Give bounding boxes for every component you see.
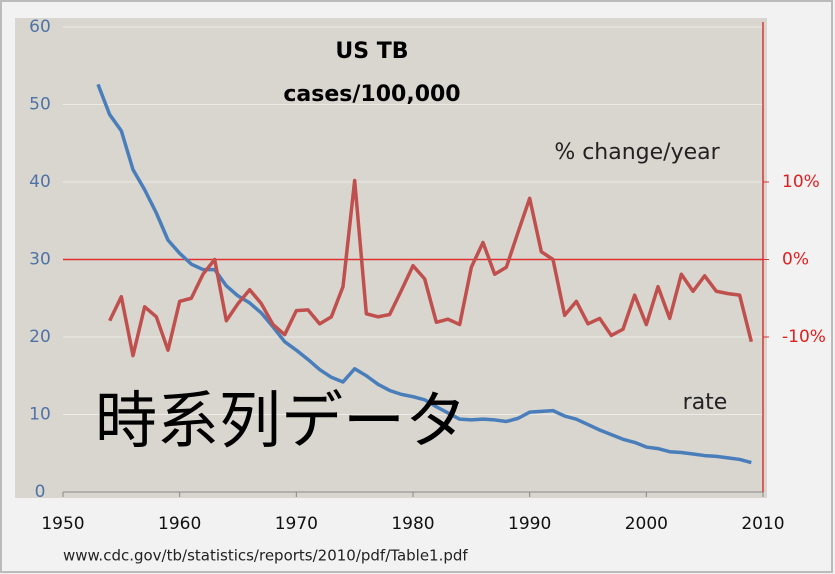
chart-title: US TB <box>335 39 408 64</box>
y-tick-label: 60 <box>29 17 51 37</box>
series-label: rate <box>683 390 728 415</box>
y-tick-label: 30 <box>29 250 51 270</box>
x-tick-label: 1990 <box>508 514 551 534</box>
plot-background <box>15 18 767 498</box>
y-tick-label: 40 <box>29 172 51 192</box>
x-tick-label: 1960 <box>158 514 201 534</box>
x-tick-label: 2000 <box>625 514 668 534</box>
x-tick-label: 1950 <box>41 514 84 534</box>
chart-subtitle: cases/100,000 <box>283 82 460 107</box>
series-label: % change/year <box>554 140 720 165</box>
source: www.cdc.gov/tb/statistics/reports/2010/p… <box>63 547 468 565</box>
y2-tick-label: 10% <box>782 172 820 192</box>
y-tick-label: 20 <box>29 327 51 347</box>
overlay-text: 時系列データ <box>95 384 467 457</box>
x-tick-label: 1970 <box>275 514 318 534</box>
x-tick-label: 2010 <box>741 514 784 534</box>
y-tick-label: 10 <box>29 405 51 425</box>
y2-tick-label: 0% <box>782 250 809 270</box>
y2-tick-label: -10% <box>782 327 826 347</box>
y-tick-label: 50 <box>29 95 51 115</box>
y-tick-label: 0 <box>35 482 46 502</box>
x-tick-label: 1980 <box>391 514 434 534</box>
data-line <box>108 178 754 358</box>
